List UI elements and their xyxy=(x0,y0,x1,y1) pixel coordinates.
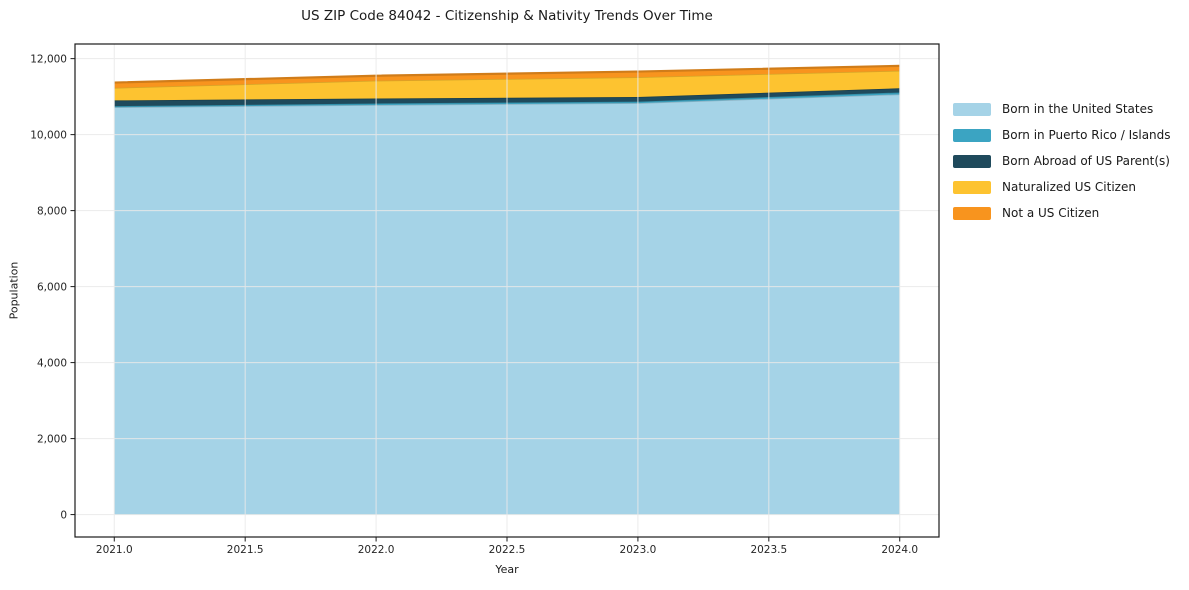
y-tick-label: 12,000 xyxy=(30,53,67,65)
legend-item-naturalized-us-citizen: Naturalized US Citizen xyxy=(953,177,1171,197)
legend-item-not-a-us-citizen: Not a US Citizen xyxy=(953,203,1171,223)
x-tick-label: 2021.5 xyxy=(227,544,264,556)
legend-swatch-icon xyxy=(953,180,991,194)
chart-title: US ZIP Code 84042 - Citizenship & Nativi… xyxy=(301,8,713,24)
area-born-abroad-of-us-parent-s xyxy=(114,88,900,107)
legend-label: Born Abroad of US Parent(s) xyxy=(1002,154,1170,168)
y-tick-label: 4,000 xyxy=(37,357,67,369)
tick-labels: 2021.0 2021.5 2022.0 2022.5 2023.0 2023.5 2024… xyxy=(30,53,918,556)
legend-label: Born in the United States xyxy=(1002,102,1154,116)
x-tick-label: 2024.0 xyxy=(881,544,918,556)
y-tick-label: 10,000 xyxy=(30,129,67,141)
legend-swatch-icon xyxy=(953,128,991,142)
legend-label: Naturalized US Citizen xyxy=(1002,180,1136,194)
y-tick-label: 2,000 xyxy=(37,433,67,445)
x-tick-label: 2022.5 xyxy=(489,544,526,556)
tick-marks xyxy=(70,58,901,542)
gridlines xyxy=(75,44,939,537)
legend-item-born-abroad-of-us-parent-s: Born Abroad of US Parent(s) xyxy=(953,151,1171,171)
legend-item-born-in-puerto-rico-islands: Born in Puerto Rico / Islands xyxy=(953,125,1171,145)
x-tick-label: 2021.0 xyxy=(96,544,133,556)
x-tick-label: 2023.5 xyxy=(750,544,787,556)
legend: Born in the United States Born in Puerto … xyxy=(953,99,1171,223)
legend-swatch-icon xyxy=(953,206,991,220)
y-tick-label: 0 xyxy=(60,509,67,521)
legend-label: Born in Puerto Rico / Islands xyxy=(1002,128,1171,142)
x-tick-label: 2022.0 xyxy=(358,544,395,556)
y-axis-label: Population xyxy=(7,261,21,320)
legend-label: Not a US Citizen xyxy=(1002,206,1100,220)
legend-item-born-in-the-united-states: Born in the United States xyxy=(953,99,1171,119)
legend-swatch-icon xyxy=(953,154,991,168)
y-tick-label: 6,000 xyxy=(37,281,67,293)
x-tick-label: 2023.0 xyxy=(620,544,657,556)
legend-swatch-icon xyxy=(953,102,991,116)
y-tick-label: 8,000 xyxy=(37,205,67,217)
x-axis-label: Year xyxy=(495,563,519,576)
